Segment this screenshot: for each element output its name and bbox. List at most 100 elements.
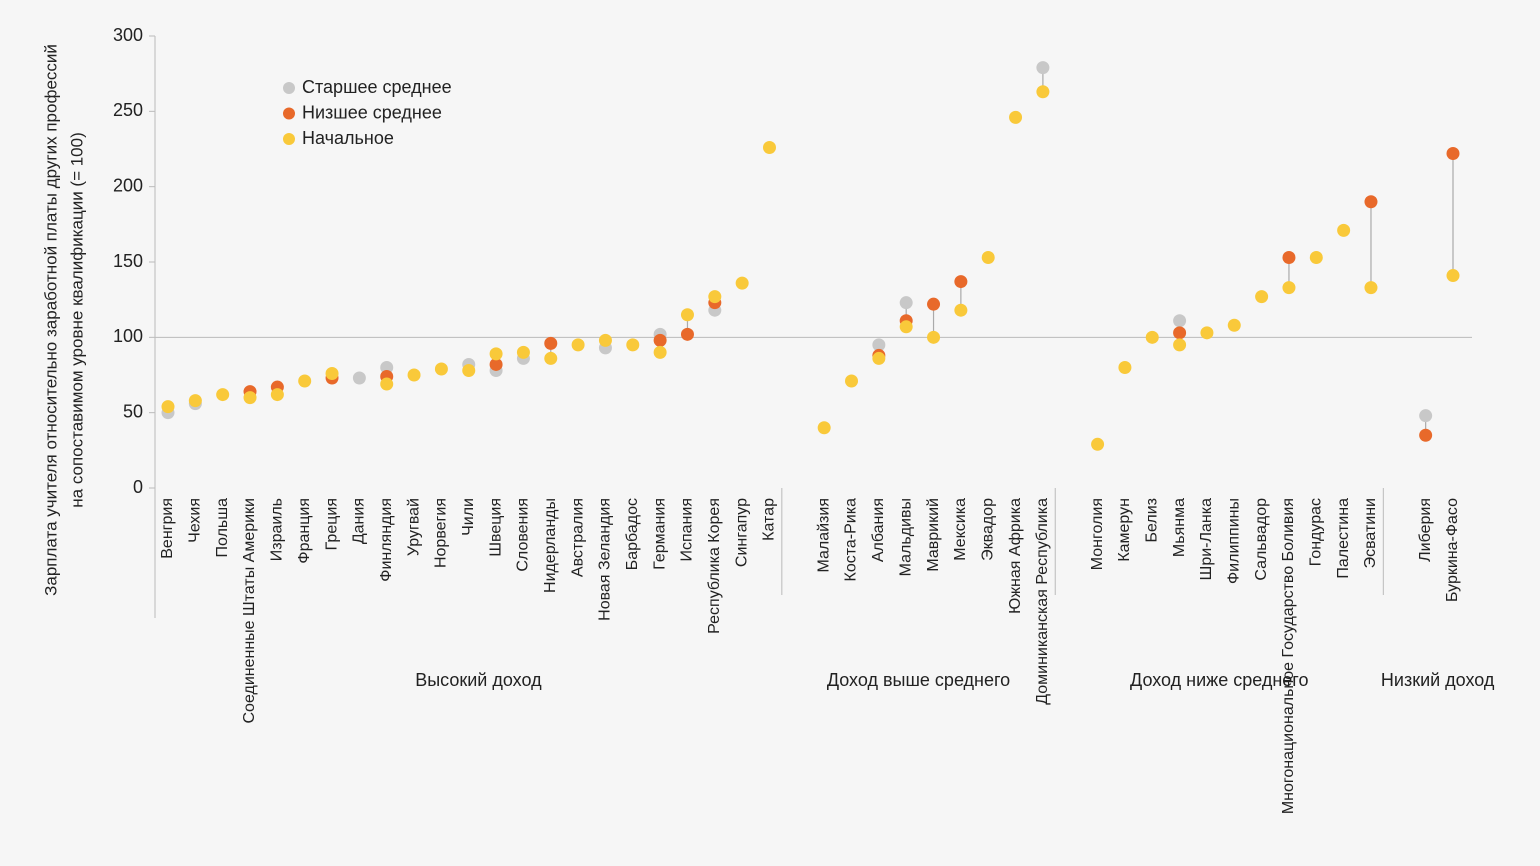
x-tick-label: Греция xyxy=(323,498,340,550)
x-tick-label: Буркина-Фасо xyxy=(1444,498,1461,602)
dot xyxy=(735,276,749,290)
legend-marker xyxy=(283,133,295,145)
y-tick-label: 100 xyxy=(113,326,143,346)
y-tick-label: 150 xyxy=(113,251,143,271)
x-tick-label: Мьянма xyxy=(1171,498,1188,557)
dot xyxy=(626,338,640,352)
x-tick-label: Малайзия xyxy=(815,498,832,573)
y-tick-label: 250 xyxy=(113,100,143,120)
dot xyxy=(1419,428,1433,442)
dot xyxy=(380,377,394,391)
group-label: Доход ниже среднего xyxy=(1130,670,1308,690)
dot xyxy=(1118,360,1132,374)
x-tick-label: Республика Корея xyxy=(706,498,723,634)
group-label: Низкий доход xyxy=(1381,670,1495,690)
x-tick-label: Многонациональное Государство Боливия xyxy=(1280,498,1297,814)
group-label: Доход выше среднего xyxy=(827,670,1010,690)
dot xyxy=(1419,409,1433,423)
x-tick-label: Венгрия xyxy=(159,498,176,559)
x-tick-label: Мексика xyxy=(952,498,969,561)
legend-marker xyxy=(283,107,295,120)
x-tick-label: Филиппины xyxy=(1225,498,1242,584)
dot xyxy=(954,303,968,317)
dot xyxy=(1282,281,1296,295)
dot xyxy=(680,327,694,341)
x-tick-label: Коста-Рика xyxy=(843,498,860,582)
dot xyxy=(872,351,886,365)
dot xyxy=(1309,250,1323,264)
dot xyxy=(407,368,421,382)
dot xyxy=(434,362,448,376)
dot xyxy=(927,330,941,344)
dot xyxy=(708,290,722,304)
dot xyxy=(872,338,886,352)
x-tick-label: Словения xyxy=(515,498,532,572)
x-tick-label: Доминиканская Республика xyxy=(1034,498,1051,705)
dot xyxy=(489,347,503,361)
dot xyxy=(544,336,558,350)
dot xyxy=(325,366,339,380)
x-tick-label: Норвегия xyxy=(433,498,450,568)
x-tick-label: Уругвай xyxy=(405,498,422,556)
dot xyxy=(1200,326,1214,340)
legend-label: Старшее среднее xyxy=(302,77,452,97)
dot xyxy=(216,388,230,402)
dot xyxy=(1091,437,1105,451)
y-axis-label: на сопоставимом уровне квалификации (= 1… xyxy=(67,132,86,508)
dot xyxy=(516,345,530,359)
x-tick-label: Катар xyxy=(761,498,778,541)
x-tick-label: Сингапур xyxy=(733,498,750,567)
dot xyxy=(1255,290,1269,304)
x-tick-label: Палестина xyxy=(1335,498,1352,579)
dot xyxy=(1364,281,1378,295)
dot xyxy=(298,374,312,388)
dot xyxy=(270,388,284,402)
dot xyxy=(489,357,503,371)
x-tick-label: Эквадор xyxy=(979,498,996,561)
dot xyxy=(1337,223,1351,237)
legend-marker xyxy=(283,82,295,94)
dot xyxy=(1364,195,1378,209)
dot xyxy=(680,308,694,322)
x-tick-label: Швеция xyxy=(487,498,504,557)
dot xyxy=(954,275,968,289)
x-tick-label: Барбадос xyxy=(624,498,641,570)
dot xyxy=(653,333,667,347)
dot xyxy=(243,391,257,405)
x-tick-label: Израиль xyxy=(269,498,286,561)
dot xyxy=(899,296,913,310)
x-tick-label: Албания xyxy=(870,498,887,562)
dot xyxy=(899,320,913,334)
y-axis-label: Зарплата учителя относительно заработной… xyxy=(41,44,60,596)
x-tick-label: Финляндия xyxy=(378,498,395,582)
x-tick-label: Соединенные Штаты Америки xyxy=(241,498,258,724)
x-tick-label: Австралия xyxy=(569,498,586,577)
dot xyxy=(1036,61,1050,75)
group-label: Высокий доход xyxy=(415,670,542,690)
dot xyxy=(571,338,585,352)
legend-label: Начальное xyxy=(302,128,394,148)
dot xyxy=(544,351,558,365)
y-tick-label: 50 xyxy=(123,401,143,421)
dot xyxy=(1282,250,1296,264)
dot xyxy=(1173,326,1187,340)
dot xyxy=(1173,314,1187,328)
x-tick-label: Нидерланды xyxy=(542,498,559,593)
x-tick-label: Белиз xyxy=(1143,498,1160,542)
x-tick-label: Франция xyxy=(296,498,313,564)
dot xyxy=(352,371,366,385)
dot xyxy=(653,345,667,359)
dot xyxy=(1036,85,1050,99)
x-tick-label: Испания xyxy=(679,498,696,562)
dot xyxy=(981,250,995,264)
dot xyxy=(1145,330,1159,344)
dot xyxy=(1173,338,1187,352)
dot xyxy=(161,400,175,414)
x-tick-label: Дания xyxy=(351,498,368,544)
x-tick-label: Либерия xyxy=(1417,498,1434,562)
x-tick-label: Мальдивы xyxy=(897,498,914,576)
dot xyxy=(462,363,476,377)
x-tick-label: Монголия xyxy=(1089,498,1106,570)
y-tick-label: 300 xyxy=(113,25,143,45)
